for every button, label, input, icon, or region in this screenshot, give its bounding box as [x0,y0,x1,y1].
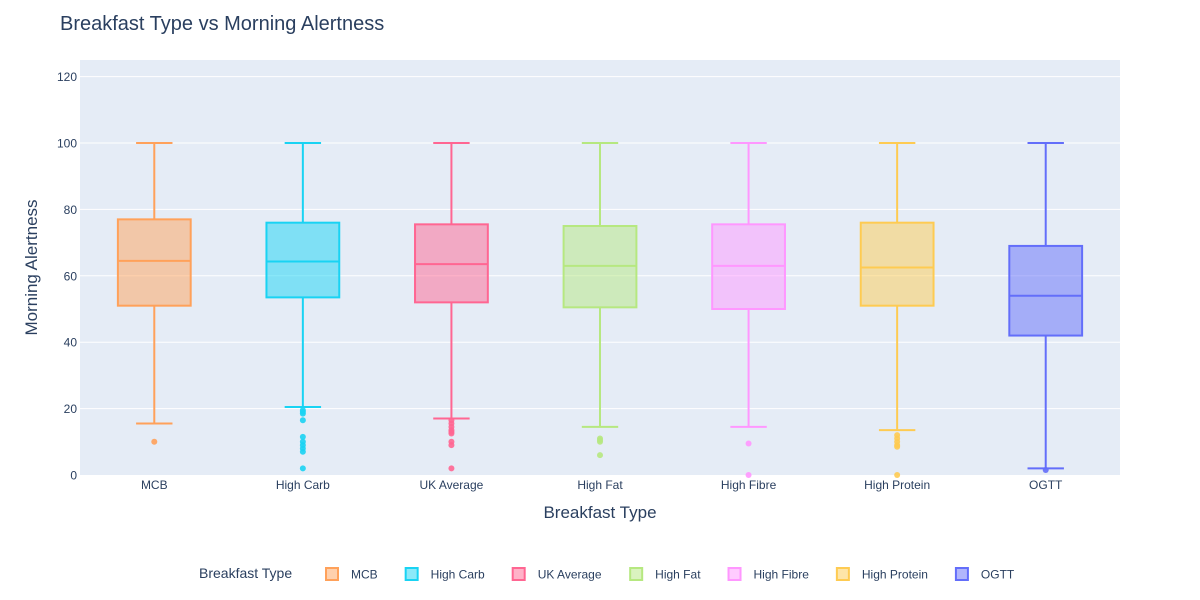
legend-item-high-carb: High Carb [404,567,485,582]
legend-item-high-fat: High Fat [629,567,701,582]
legend-label: High Protein [862,568,928,582]
legend-label: High Carb [431,568,485,582]
outlier-point [299,433,306,440]
outlier-point [151,438,158,445]
legend-item-high-protein: High Protein [835,567,928,582]
outlier-point [1042,467,1049,474]
outlier-point [745,440,752,447]
y-tick-label: 0 [70,469,77,483]
chart-title: Breakfast Type vs Morning Alertness [60,13,384,35]
legend-label: UK Average [538,568,602,582]
legend-swatch [404,567,419,581]
legend-label: MCB [351,568,378,582]
outlier-point [745,472,752,478]
legend-item-ogtt: OGTT [954,567,1015,582]
y-tick-label: 60 [64,269,78,283]
y-tick-label: 100 [57,137,77,151]
legend-swatch [629,567,644,581]
outlier-point [894,443,901,450]
outlier-point [299,448,306,455]
y-axis-ticks: 0 20 40 60 80 100 120 [57,70,77,482]
box-iqr [859,221,935,307]
x-tick-label: High Fibre [721,478,777,492]
y-tick-label: 40 [64,336,78,350]
box-high-protein [859,142,935,478]
legend-item-uk-average: UK Average [511,567,602,582]
legend-label: High Fat [655,568,701,582]
legend-swatch [835,567,850,581]
outlier-point [299,410,306,417]
outlier-point [299,417,306,424]
outlier-point [448,465,455,472]
legend-swatch [954,567,969,581]
box-high-carb [265,142,341,472]
boxes [116,142,1084,478]
legend-label: OGTT [981,568,1015,582]
box-high-fibre [711,142,786,478]
box-high-fat [562,142,638,459]
outlier-point [597,438,603,445]
box-iqr [116,218,192,307]
legend: Breakfast Type MCB High Carb UK Average Hig… [199,565,1015,582]
x-tick-label: High Carb [276,478,330,492]
legend-label: High Fibre [754,568,810,582]
y-tick-label: 80 [64,203,78,217]
legend-item-high-fibre: High Fibre [727,567,810,582]
legend-swatch [727,567,742,581]
box-ogtt [1008,142,1084,474]
outlier-point [448,430,455,437]
x-tick-label: UK Average [420,478,484,492]
x-tick-label: MCB [141,478,168,492]
box-iqr [265,221,341,299]
outlier-point [448,442,455,449]
x-axis-ticks: MCB High Carb UK Average High Fat High Fibre… [141,478,1063,492]
legend-title: Breakfast Type [199,565,292,581]
y-tick-label: 120 [57,70,77,84]
box-iqr [1008,244,1084,337]
legend-swatch [511,567,526,581]
box-mcb [116,142,192,445]
outlier-point [299,465,306,472]
x-tick-label: High Fat [577,478,623,492]
legend-swatch [325,567,339,581]
outlier-point [597,452,603,459]
legend-item-mcb: MCB [325,567,378,582]
x-tick-label: OGTT [1029,478,1063,492]
outlier-point [894,472,901,478]
box-uk-average [414,142,489,472]
y-tick-label: 20 [64,402,78,416]
y-axis-title: Morning Alertness [22,199,41,335]
x-tick-label: High Protein [864,478,930,492]
x-axis-title: Breakfast Type [543,503,656,522]
